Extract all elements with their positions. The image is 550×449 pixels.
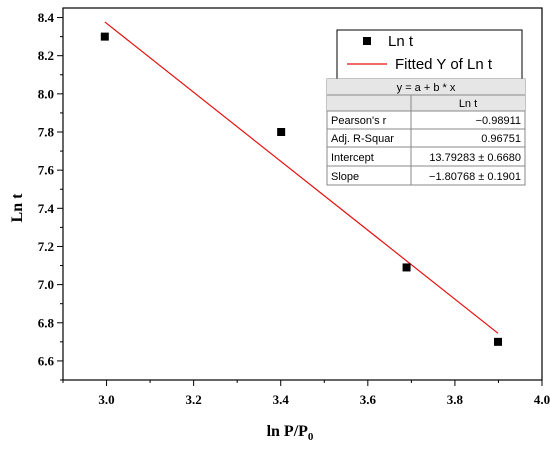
stats-row-label: Slope <box>331 171 359 183</box>
legend-label-fitted: Fitted Y of Ln t <box>395 56 493 73</box>
stats-row-value: −1.80768 ± 0.1901 <box>429 171 521 183</box>
x-axis-title-subscript: 0 <box>308 431 314 443</box>
stats-column-header: Ln t <box>459 98 477 110</box>
x-tick-label: 3.6 <box>360 392 377 407</box>
data-point <box>277 128 286 136</box>
y-tick-label: 6.8 <box>38 315 55 330</box>
plot-frame <box>62 7 543 381</box>
x-tick-label: 3.2 <box>186 392 202 407</box>
y-tick-label: 7.4 <box>38 201 55 216</box>
x-axis-title-main: ln P/P <box>267 423 309 440</box>
legend-label-ln-t: Ln t <box>388 33 414 50</box>
x-tick-label: 3.8 <box>447 392 464 407</box>
stats-row-value: 0.96751 <box>481 133 521 145</box>
x-tick-label: 3.0 <box>98 392 114 407</box>
y-tick-label: 8.4 <box>38 10 55 25</box>
data-point <box>494 337 503 346</box>
stats-equation: y = a + b * x <box>397 82 456 94</box>
stats-row-label: Intercept <box>331 152 374 164</box>
y-tick-label: 7.6 <box>38 163 55 178</box>
stats-row-label: Pearson's r <box>331 115 387 127</box>
data-point <box>100 32 109 41</box>
plot-series <box>100 21 503 346</box>
y-tick-label: 7.0 <box>38 277 54 292</box>
y-tick-label: 7.8 <box>38 125 55 140</box>
y-tick-label: 8.0 <box>38 86 54 101</box>
legend-marker-square <box>363 37 371 45</box>
x-tick-label: 3.4 <box>273 392 290 407</box>
fit-line <box>104 21 499 334</box>
y-tick-label: 8.2 <box>38 48 54 63</box>
axes <box>62 7 543 381</box>
y-tick-label: 6.6 <box>38 353 55 368</box>
legend: Ln t Fitted Y of Ln t <box>336 29 523 80</box>
x-tick-label: 4.0 <box>534 392 550 407</box>
stats-row-value: −0.98911 <box>476 115 521 127</box>
data-point <box>402 263 411 272</box>
stats-row-value: 13.79283 ± 0.6680 <box>429 152 521 164</box>
ticks: 3.0 3.2 3.4 3.6 3.8 4.0 6.6 6.8 7.0 7.2 7.4 7.6 7.8 8… <box>38 10 550 407</box>
x-axis-title: ln P/P0 <box>267 423 314 443</box>
y-tick-label: 7.2 <box>38 239 54 254</box>
stats-row-label: Adj. R-Squar <box>331 133 394 145</box>
y-axis-title: Ln t <box>9 193 26 223</box>
stats-table: y = a + b * x Ln t Pearson's r −0.98911 … <box>326 78 526 186</box>
